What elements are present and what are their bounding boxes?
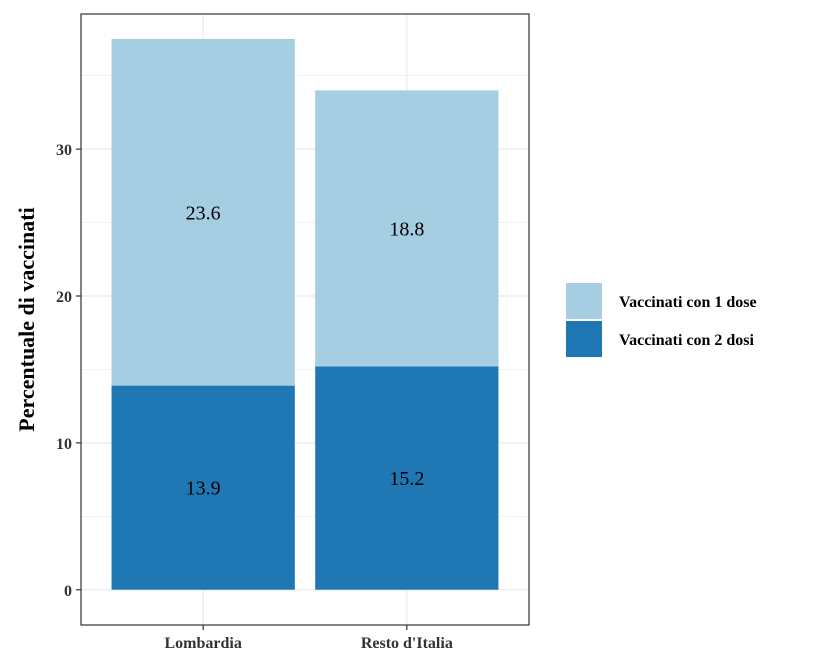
- y-tick-label: 30: [56, 142, 72, 159]
- x-tick-label: Lombardia: [165, 635, 242, 652]
- y-axis: 0 10 20 30: [56, 142, 81, 600]
- bar-value-label: 18.8: [389, 218, 424, 240]
- legend-label: Vaccinati con 2 dosi: [619, 332, 755, 349]
- bar-value-labels: 13.9 23.6 15.2 18.8: [186, 202, 425, 499]
- bar-segment: [315, 366, 499, 590]
- bar-segment: [111, 385, 295, 590]
- bar-value-label: 23.6: [186, 202, 221, 224]
- y-tick-label: 20: [56, 289, 72, 306]
- x-axis: Lombardia Resto d'Italia: [165, 625, 453, 652]
- y-axis-title: Percentuale di vaccinati: [14, 207, 39, 431]
- legend-key: [566, 283, 602, 319]
- bar-value-label: 15.2: [389, 468, 424, 490]
- bars: [111, 38, 499, 590]
- x-tick-label: Resto d'Italia: [361, 635, 453, 652]
- y-tick-label: 0: [64, 583, 72, 600]
- y-tick-label: 10: [56, 436, 72, 453]
- plot-panel-border: [80, 13, 530, 626]
- legend-key: [566, 321, 602, 357]
- legend: Vaccinati con 1 dose Vaccinati con 2 dosi: [566, 283, 757, 357]
- legend-label: Vaccinati con 1 dose: [619, 294, 757, 311]
- bar-segment: [315, 90, 499, 367]
- bar-segment: [111, 38, 295, 386]
- bar-value-label: 13.9: [186, 478, 221, 500]
